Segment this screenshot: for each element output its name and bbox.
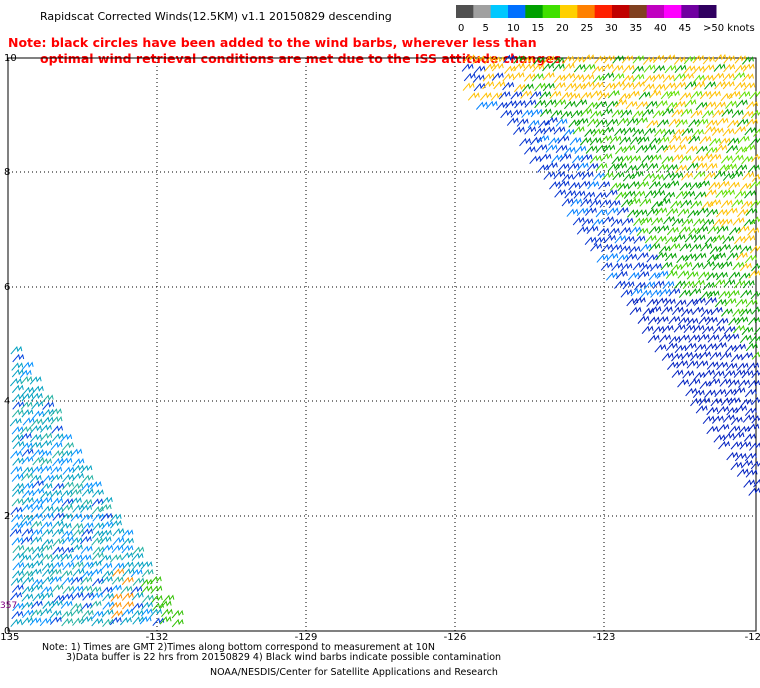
colorbar-label: >50 knots bbox=[703, 23, 755, 34]
colorbar-label: 35 bbox=[630, 23, 643, 34]
footer-note-1: Note: 1) Times are GMT 2)Times along bot… bbox=[42, 642, 435, 653]
colorbar-swatch bbox=[646, 5, 665, 18]
wind-barbs-west-swath bbox=[9, 345, 184, 628]
colorbar-swatch bbox=[473, 5, 492, 18]
colorbar-label: 15 bbox=[532, 23, 545, 34]
map-title: Rapidscat Corrected Winds(12.5KM) v1.1 2… bbox=[40, 10, 392, 23]
colorbar-label: 30 bbox=[605, 23, 618, 34]
colorbar-label: 0 bbox=[458, 23, 464, 34]
y-tick-label: 6 bbox=[4, 282, 10, 293]
colorbar-swatch bbox=[629, 5, 648, 18]
colorbar-label: 25 bbox=[581, 23, 594, 34]
x-tick-label: -129 bbox=[295, 632, 318, 643]
colorbar-swatch bbox=[560, 5, 578, 18]
colorbar-swatch bbox=[542, 5, 561, 18]
colorbar-swatch bbox=[681, 5, 700, 18]
footer-note-2: 3)Data buffer is 22 hrs from 20150829 4)… bbox=[66, 652, 502, 663]
colorbar-label: 10 bbox=[507, 23, 520, 34]
colorbar-swatch bbox=[490, 5, 509, 18]
footer-credit: NOAA/NESDIS/Center for Satellite Applica… bbox=[210, 667, 498, 678]
wind-barbs-east-swath bbox=[461, 53, 760, 496]
x-tick-label: -135 bbox=[0, 632, 19, 643]
x-tick-label: -120 bbox=[745, 632, 760, 643]
y-tick-label: 0 bbox=[4, 626, 10, 637]
colorbar-swatch bbox=[525, 5, 544, 18]
wind-speed-colorbar: 0 5 10 15 20 25 30 35 40 45 >50 knots bbox=[456, 5, 755, 34]
colorbar-swatch bbox=[698, 5, 717, 18]
axis-tick-labels: -135 -132 -129 -126 -123 -120 10 8 6 4 2 0 bbox=[0, 53, 760, 643]
x-tick-label: -126 bbox=[444, 632, 467, 643]
colorbar-swatch bbox=[594, 5, 613, 18]
time-annotation: 357 bbox=[0, 601, 17, 611]
y-tick-label: 4 bbox=[4, 396, 10, 407]
y-tick-label: 2 bbox=[4, 511, 10, 522]
y-tick-label: 10 bbox=[4, 53, 17, 64]
colorbar-label: 40 bbox=[654, 23, 667, 34]
colorbar-swatch bbox=[456, 5, 474, 18]
x-tick-label: -123 bbox=[593, 632, 616, 643]
colorbar-label: 45 bbox=[679, 23, 692, 34]
y-tick-label: 8 bbox=[4, 167, 10, 178]
x-tick-label: -132 bbox=[146, 632, 169, 643]
colorbar-label: 5 bbox=[483, 23, 489, 34]
plot-frame bbox=[7, 57, 757, 632]
map-gridlines bbox=[8, 58, 756, 631]
colorbar-swatch bbox=[612, 5, 630, 18]
colorbar-label: 20 bbox=[556, 23, 569, 34]
colorbar-swatch bbox=[664, 5, 682, 18]
note-line-1: Note: black circles have been added to t… bbox=[8, 35, 537, 50]
colorbar-swatch bbox=[508, 5, 526, 18]
colorbar-swatch bbox=[577, 5, 596, 18]
